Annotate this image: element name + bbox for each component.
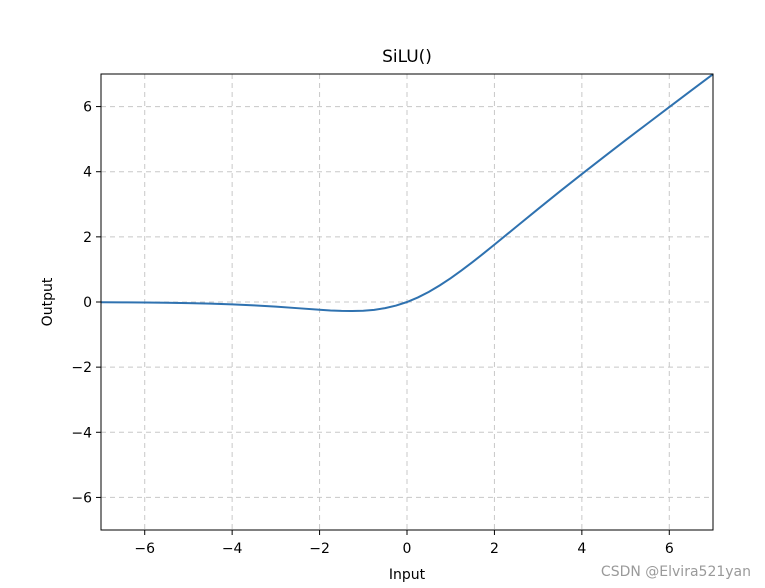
x-tick-label: −4 — [222, 541, 243, 557]
y-tick-label: −4 — [71, 425, 92, 441]
grid-lines — [101, 74, 713, 530]
x-tick-label: 0 — [403, 541, 412, 557]
x-axis-title: Input — [389, 567, 426, 583]
x-tick-label: 4 — [577, 541, 586, 557]
chart-title: SiLU() — [382, 47, 432, 67]
y-tick-label: −6 — [71, 490, 92, 506]
y-tick-label: 2 — [83, 230, 92, 246]
silu-series-line — [100, 73, 714, 313]
x-tick-label: 6 — [665, 541, 674, 557]
x-tick-label: −6 — [134, 541, 155, 557]
y-tick-label: 0 — [83, 295, 92, 311]
watermark-text: CSDN @Elvira521yan — [600, 564, 751, 580]
x-tick-label: 2 — [490, 541, 499, 557]
y-axis-title: Output — [40, 277, 56, 326]
y-tick-label: 4 — [83, 165, 92, 181]
y-tick-label: −2 — [71, 360, 92, 376]
axis-ticks: −6 −4 −2 0 2 4 6 −6 −4 −2 0 2 4 6 — [71, 100, 673, 557]
x-tick-label: −2 — [309, 541, 330, 557]
y-tick-label: 6 — [83, 100, 92, 116]
